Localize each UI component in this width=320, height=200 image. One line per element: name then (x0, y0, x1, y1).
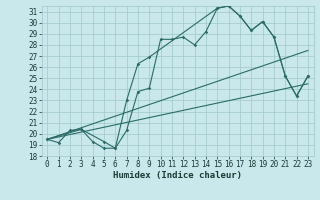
X-axis label: Humidex (Indice chaleur): Humidex (Indice chaleur) (113, 171, 242, 180)
